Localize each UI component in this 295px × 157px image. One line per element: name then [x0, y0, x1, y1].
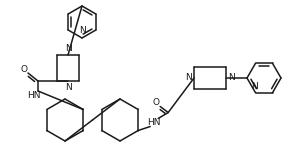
Text: N: N — [79, 26, 85, 35]
Text: N: N — [65, 83, 71, 92]
Text: N: N — [65, 44, 71, 53]
Text: O: O — [153, 98, 160, 107]
Text: N: N — [228, 73, 235, 82]
Text: N: N — [251, 82, 258, 91]
Text: N: N — [185, 73, 192, 82]
Text: HN: HN — [148, 118, 161, 127]
Text: O: O — [20, 65, 27, 73]
Text: HN: HN — [27, 90, 41, 100]
